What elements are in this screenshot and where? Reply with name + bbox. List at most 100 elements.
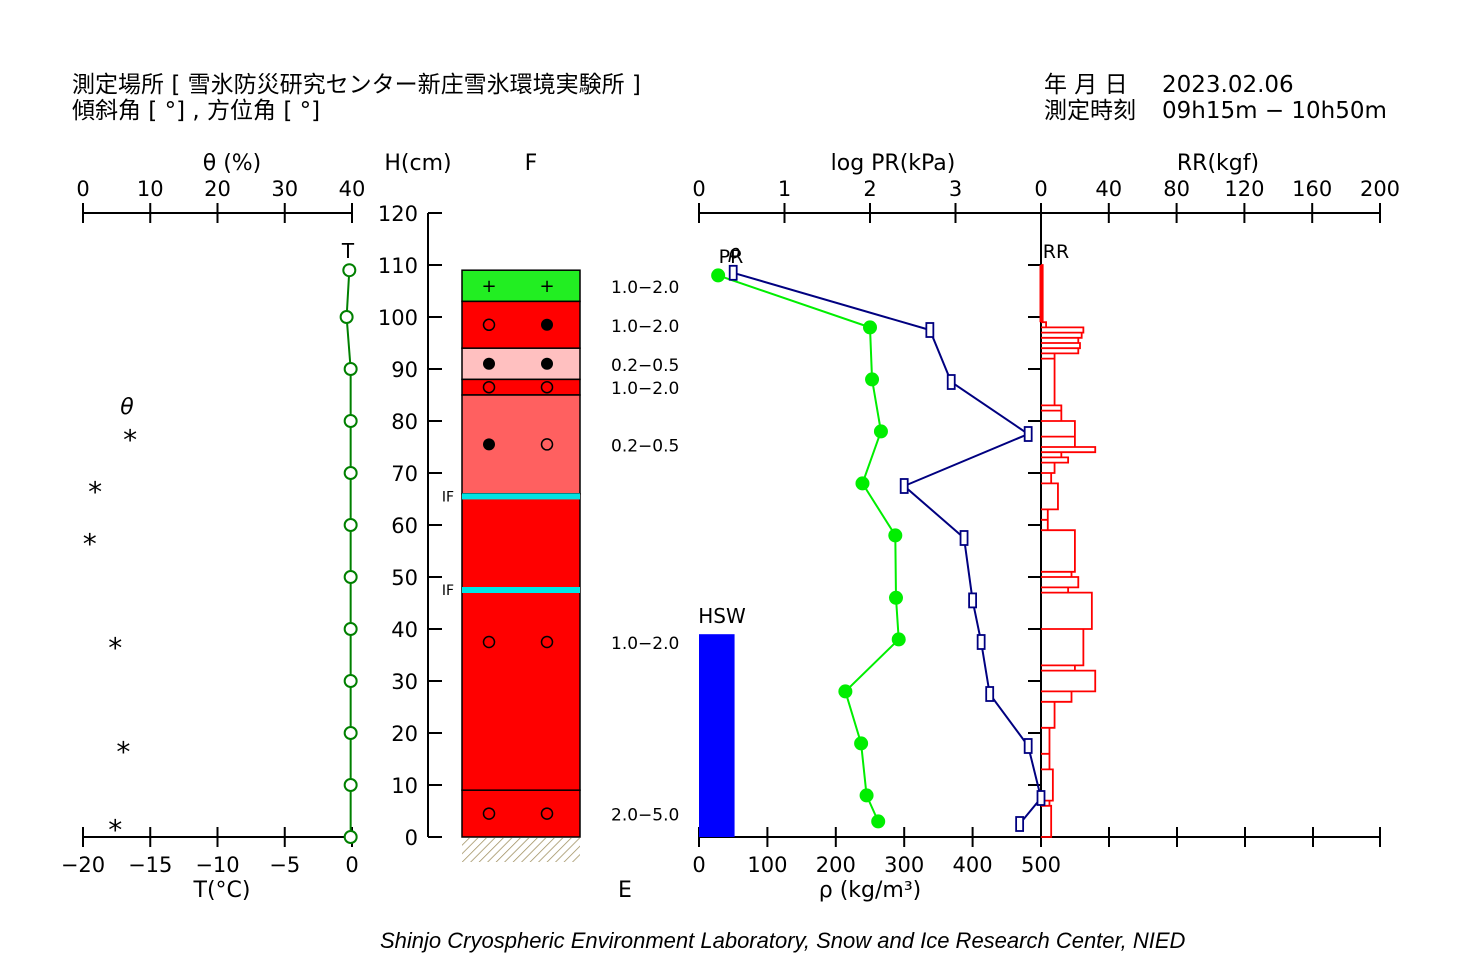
theta-point: * — [83, 528, 97, 561]
ram-tick-label: 160 — [1292, 177, 1332, 201]
ram-tick-label: 0 — [1034, 177, 1047, 201]
density-tick-label: 100 — [747, 853, 787, 877]
ice-layer-label: IF — [442, 489, 454, 505]
temperature-point — [343, 362, 358, 376]
header-location: 測定場所 [ 雪氷防災研究センター新庄雪氷環境実験所 ] — [72, 72, 641, 98]
grain-layer — [461, 493, 581, 791]
grain-symbol-solid — [483, 357, 495, 370]
ram-tick-label: 40 — [1095, 177, 1122, 201]
ram-tick-label: 120 — [1224, 177, 1264, 201]
theta-tick-label: 40 — [339, 177, 366, 201]
temperature-tick-label: −20 — [61, 853, 105, 877]
grain-layer — [461, 269, 581, 303]
grain-symbol-open — [540, 380, 554, 394]
grain-layer — [461, 300, 581, 349]
temperature-point — [343, 466, 358, 480]
temperature-line — [345, 270, 352, 837]
hardness-point — [1023, 426, 1033, 442]
location-label: 測定場所 — [72, 72, 164, 98]
density-tick-label: 0 — [692, 853, 705, 877]
height-tick-label: 120 — [378, 202, 418, 226]
grain-bottom-label: E — [618, 878, 632, 903]
hardness-series-label: PR — [719, 246, 744, 268]
location-name: 雪氷防災研究センター新庄雪氷環境実験所 — [187, 72, 625, 98]
header-date-value: 2023.02.06 — [1162, 72, 1294, 98]
temperature-point — [339, 310, 354, 324]
location-bracket-close: ] — [631, 72, 641, 98]
density-point — [838, 684, 853, 699]
hardness-point — [728, 264, 738, 281]
density-line — [717, 274, 900, 822]
hsw-label: HSW — [698, 604, 746, 628]
density-point — [863, 320, 877, 335]
grain-symbol-open — [482, 807, 496, 820]
hardness-tick-label: 1 — [778, 177, 791, 201]
grain-symbol-solid — [541, 357, 553, 370]
temperature-point — [343, 570, 358, 584]
hardness-axis-title: log PR(kPa) — [831, 151, 956, 176]
temperature-point — [343, 674, 358, 688]
height-tick-label: 100 — [378, 306, 418, 330]
temperature-point — [343, 622, 358, 636]
theta-point: * — [123, 424, 137, 457]
hardness-point — [899, 478, 909, 494]
theta-tick-label: 20 — [204, 177, 231, 201]
footer-credit: Shinjo Cryospheric Environment Laborator… — [380, 928, 1186, 953]
grain-layer — [461, 378, 581, 396]
density-tick-label: 400 — [953, 853, 993, 877]
grain-size-label: 0.2−0.5 — [611, 356, 679, 376]
temperature-point — [343, 830, 358, 844]
density-point — [859, 788, 874, 803]
height-tick-label: 30 — [391, 670, 418, 694]
temperature-point — [343, 726, 358, 740]
temperature-tick-label: −5 — [269, 853, 300, 877]
grain-layer — [461, 347, 581, 381]
density-tick-label: 500 — [1021, 853, 1061, 877]
theta-tick-label: 30 — [271, 177, 298, 201]
header-time-label: 測定時刻 — [1044, 98, 1136, 124]
grain-symbol-open — [540, 438, 554, 451]
height-tick-label: 40 — [391, 618, 418, 642]
hardness-tick-label: 2 — [863, 177, 876, 201]
ram-series-label: RR — [1043, 241, 1069, 263]
height-tick-label: 60 — [391, 514, 418, 538]
hardness-point — [1036, 790, 1046, 806]
height-tick-label: 50 — [391, 566, 418, 590]
grain-symbol-open — [482, 318, 496, 332]
ram-tick-label: 200 — [1360, 177, 1400, 201]
height-tick-label: 20 — [391, 722, 418, 746]
density-point — [888, 528, 903, 543]
hardness-point — [1015, 816, 1025, 832]
grain-symbol-solid — [483, 438, 495, 451]
ice-layer-label: IF — [442, 583, 454, 599]
hardness-point — [946, 374, 956, 390]
hardness-point — [925, 322, 935, 338]
theta-tick-label: 10 — [137, 177, 164, 201]
hardness-tick-label: 3 — [949, 177, 962, 201]
density-point — [865, 372, 880, 387]
hardness-line — [732, 271, 1043, 825]
theta-point: * — [116, 736, 130, 769]
theta-series-label: θ — [120, 395, 134, 420]
height-tick-label: 80 — [391, 410, 418, 434]
density-point — [891, 632, 906, 647]
temperature-series-label: T — [341, 239, 355, 263]
grain-column: + + — [461, 269, 581, 862]
ram-profile — [1041, 264, 1097, 838]
ice-layer — [462, 493, 580, 500]
label-group: 0 10 20 30 40θ (%)−20 −15 −10 −5 0T(°C)010203040… — [61, 151, 1400, 903]
density-point — [888, 590, 903, 605]
height-tick-label: 90 — [391, 358, 418, 382]
location-bracket-open: [ — [171, 72, 181, 98]
header-date-label: 年 月 日 — [1044, 72, 1128, 98]
density-point — [871, 814, 886, 829]
height-tick-label: 0 — [405, 826, 418, 850]
density-point — [711, 268, 726, 283]
grain-layer — [461, 394, 581, 495]
grain-symbol-open — [540, 807, 554, 820]
header-time-value: 09h15m − 10h50m — [1162, 98, 1387, 124]
grain-size-label: 0.2−0.5 — [611, 436, 679, 456]
hardness-point — [1023, 738, 1033, 754]
temperature-point — [343, 778, 358, 792]
